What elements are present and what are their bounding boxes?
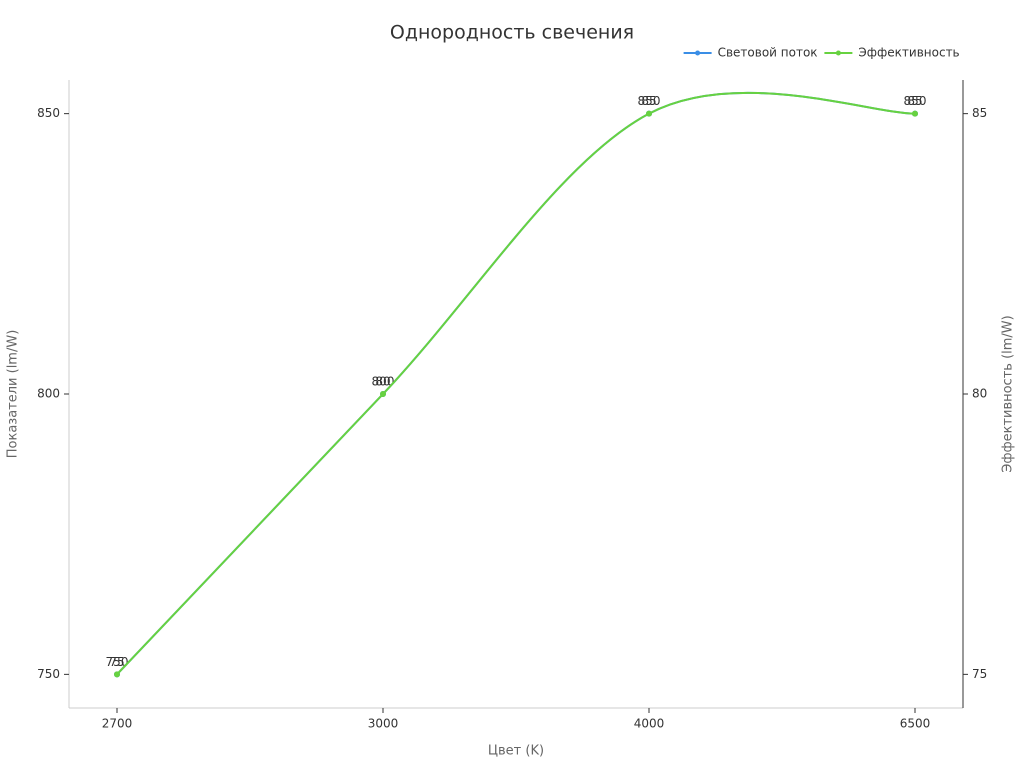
data-point (380, 391, 386, 397)
y-axis-label: Показатели (lm/W) (6, 330, 21, 459)
y-tick-label: 800 (37, 387, 60, 401)
x-axis-label: Цвет (K) (488, 744, 544, 759)
x-tick-label: 2700 (102, 717, 133, 731)
legend-marker (695, 50, 701, 56)
x-tick-label: 6500 (900, 717, 931, 731)
data-point (912, 110, 918, 117)
data-label: 75 (109, 655, 124, 669)
series-line (116, 91, 916, 676)
data-point (646, 110, 652, 117)
data-label: 850 (638, 94, 661, 108)
legend-label: Световой поток (718, 46, 818, 60)
data-label: 85 (907, 94, 922, 108)
data-point (114, 671, 120, 678)
y-tick-label: 750 (37, 667, 60, 681)
x-tick-label: 4000 (634, 717, 665, 731)
legend-marker (835, 50, 841, 56)
data-label: 800 (372, 375, 395, 389)
y2-tick-label: 75 (972, 667, 987, 681)
series-line (116, 91, 916, 676)
data-label: 850 (904, 94, 927, 108)
data-label: 80 (375, 375, 390, 389)
y2-tick-label: 80 (972, 387, 987, 401)
data-label: 750 (106, 655, 129, 669)
x-tick-label: 3000 (368, 717, 399, 731)
data-label: 85 (641, 94, 656, 108)
chart-title: Однородность свечения (390, 22, 634, 44)
legend-label: Эффективность (858, 46, 959, 60)
y-tick-label: 850 (37, 106, 60, 120)
y2-axis-label: Эффективность (lm/W) (1001, 315, 1016, 472)
y2-tick-label: 85 (972, 106, 987, 120)
